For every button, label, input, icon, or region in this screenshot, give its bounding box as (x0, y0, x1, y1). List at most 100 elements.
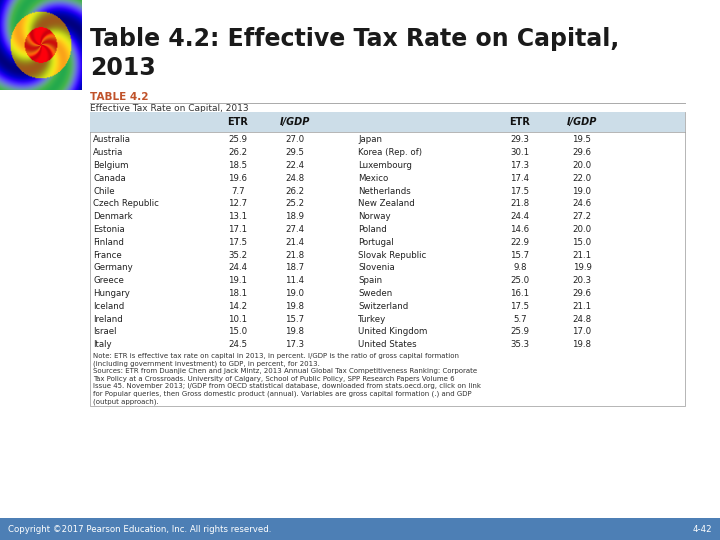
Text: Issue 45. November 2013; I/GDP from OECD statistical database, downloaded from s: Issue 45. November 2013; I/GDP from OECD… (93, 383, 481, 389)
Text: 19.8: 19.8 (286, 302, 305, 311)
Text: 29.5: 29.5 (286, 148, 305, 157)
Text: 19.6: 19.6 (228, 174, 248, 183)
Text: Denmark: Denmark (93, 212, 132, 221)
Text: 19.5: 19.5 (572, 136, 592, 144)
Text: TABLE 4.2: TABLE 4.2 (90, 92, 148, 102)
Text: 12.7: 12.7 (228, 199, 248, 208)
Text: 24.8: 24.8 (285, 174, 305, 183)
Text: 25.9: 25.9 (228, 136, 248, 144)
Text: (output approach).: (output approach). (93, 398, 158, 404)
Text: United Kingdom: United Kingdom (358, 327, 428, 336)
Text: Korea (Rep. of): Korea (Rep. of) (358, 148, 422, 157)
Text: 20.0: 20.0 (572, 225, 592, 234)
Text: Ireland: Ireland (93, 315, 122, 323)
Text: ETR: ETR (510, 117, 531, 127)
Bar (90, 112, 685, 132)
Text: 17.3: 17.3 (285, 340, 305, 349)
Text: 19.0: 19.0 (572, 187, 592, 195)
Text: 16.1: 16.1 (510, 289, 530, 298)
Text: Switzerland: Switzerland (358, 302, 408, 311)
Text: Slovenia: Slovenia (358, 264, 395, 272)
Text: Mexico: Mexico (358, 174, 388, 183)
Text: 21.1: 21.1 (572, 251, 592, 260)
Bar (90, 112, 685, 406)
Text: 14.2: 14.2 (228, 302, 248, 311)
Text: 9.8: 9.8 (513, 264, 527, 272)
Text: 21.8: 21.8 (510, 199, 530, 208)
Bar (0, 518, 720, 540)
Text: 30.1: 30.1 (510, 148, 530, 157)
Text: Norway: Norway (358, 212, 391, 221)
Text: 17.5: 17.5 (510, 302, 530, 311)
Text: Iceland: Iceland (93, 302, 125, 311)
Text: Spain: Spain (358, 276, 382, 285)
Text: 22.4: 22.4 (285, 161, 305, 170)
Text: 21.4: 21.4 (285, 238, 305, 247)
Text: 10.1: 10.1 (228, 315, 248, 323)
Text: 24.5: 24.5 (228, 340, 248, 349)
Text: Slovak Republic: Slovak Republic (358, 251, 426, 260)
Text: 24.4: 24.4 (228, 264, 248, 272)
Text: Austria: Austria (93, 148, 123, 157)
Text: 22.0: 22.0 (572, 174, 592, 183)
Text: 25.2: 25.2 (285, 199, 305, 208)
Text: Effective Tax Rate on Capital, 2013: Effective Tax Rate on Capital, 2013 (90, 104, 248, 113)
Text: Luxembourg: Luxembourg (358, 161, 412, 170)
Text: Estonia: Estonia (93, 225, 125, 234)
Text: I/GDP: I/GDP (567, 117, 597, 127)
Text: 4-42: 4-42 (693, 524, 712, 534)
Text: 14.6: 14.6 (510, 225, 530, 234)
Text: Germany: Germany (93, 264, 132, 272)
Text: Greece: Greece (93, 276, 124, 285)
Text: 18.1: 18.1 (228, 289, 248, 298)
Text: 29.6: 29.6 (572, 148, 592, 157)
Text: France: France (93, 251, 122, 260)
Text: Note: ETR is effective tax rate on capital in 2013, in percent. I/GDP is the rat: Note: ETR is effective tax rate on capit… (93, 353, 459, 359)
Text: 17.4: 17.4 (510, 174, 530, 183)
Text: 21.8: 21.8 (285, 251, 305, 260)
Text: Belgium: Belgium (93, 161, 128, 170)
Text: 17.1: 17.1 (228, 225, 248, 234)
Text: 17.3: 17.3 (510, 161, 530, 170)
Text: 18.5: 18.5 (228, 161, 248, 170)
Text: 21.1: 21.1 (572, 302, 592, 311)
Text: Israel: Israel (93, 327, 117, 336)
Text: 17.0: 17.0 (572, 327, 592, 336)
Text: 24.4: 24.4 (510, 212, 530, 221)
Text: Czech Republic: Czech Republic (93, 199, 159, 208)
Text: 18.7: 18.7 (285, 264, 305, 272)
Text: (including government investment) to GDP, in percent, for 2013.: (including government investment) to GDP… (93, 361, 320, 367)
Text: Italy: Italy (93, 340, 112, 349)
Text: 20.3: 20.3 (572, 276, 592, 285)
Text: 29.3: 29.3 (510, 136, 529, 144)
Text: Poland: Poland (358, 225, 387, 234)
Text: Tax Policy at a Crossroads. University of Calgary, School of Public Policy, SPP : Tax Policy at a Crossroads. University o… (93, 376, 454, 382)
Text: 18.9: 18.9 (286, 212, 305, 221)
Text: Sweden: Sweden (358, 289, 392, 298)
Text: United States: United States (358, 340, 417, 349)
Text: I/GDP: I/GDP (280, 117, 310, 127)
Text: Canada: Canada (93, 174, 126, 183)
Text: 15.7: 15.7 (510, 251, 530, 260)
Text: Sources: ETR from Duanjie Chen and Jack Mintz, 2013 Annual Global Tax Competitiv: Sources: ETR from Duanjie Chen and Jack … (93, 368, 477, 374)
Text: 11.4: 11.4 (285, 276, 305, 285)
Text: Finland: Finland (93, 238, 124, 247)
Text: 19.1: 19.1 (228, 276, 248, 285)
Text: 26.2: 26.2 (228, 148, 248, 157)
Text: 35.3: 35.3 (510, 340, 530, 349)
Text: 15.0: 15.0 (572, 238, 592, 247)
Text: 22.9: 22.9 (510, 238, 529, 247)
Text: 27.0: 27.0 (285, 136, 305, 144)
Text: 19.9: 19.9 (572, 264, 591, 272)
Text: 25.9: 25.9 (510, 327, 529, 336)
Text: Turkey: Turkey (358, 315, 386, 323)
Text: 20.0: 20.0 (572, 161, 592, 170)
Text: 27.2: 27.2 (572, 212, 592, 221)
Text: 13.1: 13.1 (228, 212, 248, 221)
Text: 27.4: 27.4 (285, 225, 305, 234)
Text: Table 4.2: Effective Tax Rate on Capital,
2013: Table 4.2: Effective Tax Rate on Capital… (90, 27, 619, 80)
Text: 19.0: 19.0 (286, 289, 305, 298)
Text: 15.0: 15.0 (228, 327, 248, 336)
Text: 17.5: 17.5 (510, 187, 530, 195)
Text: New Zealand: New Zealand (358, 199, 415, 208)
